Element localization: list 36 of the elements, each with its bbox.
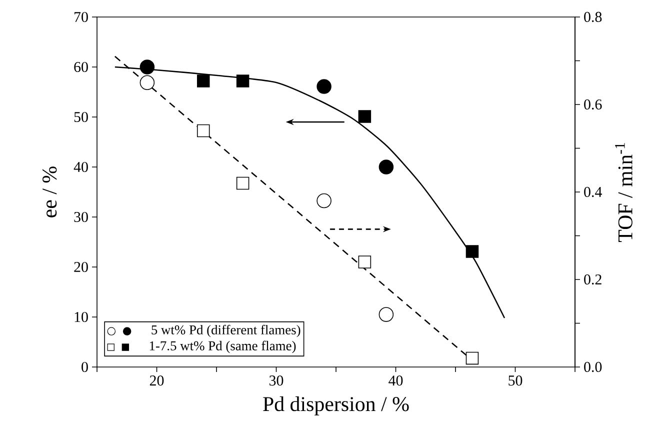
point [466,245,479,258]
point [358,256,372,268]
y-axis-title: ee / % [42,166,57,218]
y-tick-label: 0 [82,362,88,372]
legend-label: 1-7.5 wt% Pd (same flame) [150,340,296,354]
point [236,74,250,88]
y2-tick-label: 0.4 [584,186,602,198]
point [358,110,372,123]
x-tick-label: 50 [508,376,522,386]
point [140,60,155,74]
legend-label: 5 wt% Pd (different flames) [152,324,300,338]
x-tick-label: 30 [270,376,284,386]
y-tick-label: 10 [74,312,88,322]
x-tick-label: 40 [388,376,403,386]
point [196,124,210,138]
point [316,193,332,208]
y2-tick-label: 0.0 [584,362,602,372]
point [236,176,250,190]
point [316,79,332,94]
point [466,352,479,365]
point [196,74,210,88]
point [378,307,394,322]
y2-tick-label: 0.6 [584,99,602,110]
y-tick-label: 20 [74,262,88,272]
y-tick-label: 70 [74,12,88,22]
y-tick-label: 30 [74,212,88,222]
y2-axis-title: TOF / min$^{-1}$ [615,143,632,242]
y2-tick-label: 0.8 [584,12,602,22]
y-tick-label: 40 [74,162,88,172]
y-tick-label: 60 [74,62,88,72]
y2-tick-label: 0.2 [584,274,602,285]
point [140,75,155,90]
y-tick-label: 50 [74,112,88,122]
point [378,160,394,174]
x-axis-title: Pd dispersion / % [263,396,409,416]
x-tick-label: 20 [150,376,164,386]
